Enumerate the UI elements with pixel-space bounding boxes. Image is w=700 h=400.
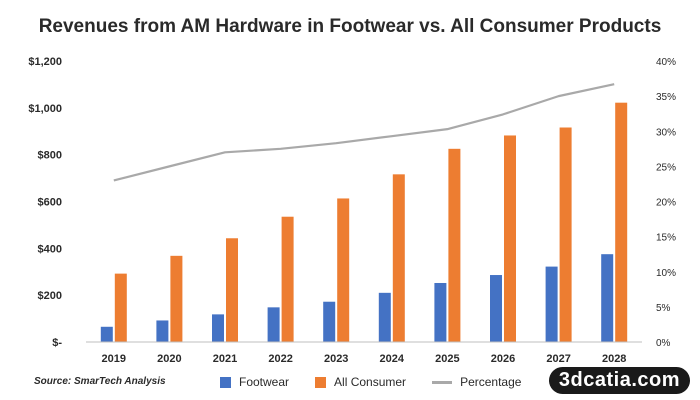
legend-item-percentage: Percentage bbox=[432, 375, 521, 389]
bar-footwear bbox=[212, 314, 224, 342]
bar-all-consumer bbox=[281, 216, 294, 342]
x-tick-label: 2023 bbox=[324, 353, 348, 365]
bar-group bbox=[100, 102, 628, 343]
bar-footwear bbox=[323, 301, 336, 342]
y-right-tick-label: 35% bbox=[656, 92, 676, 103]
x-tick-label: 2019 bbox=[102, 353, 126, 365]
x-tick-label: 2025 bbox=[435, 353, 459, 365]
x-tick-label: 2028 bbox=[602, 353, 626, 365]
y-left-tick-label: $800 bbox=[38, 150, 62, 162]
x-tick-label: 2021 bbox=[213, 353, 237, 365]
y-right-tick-label: 30% bbox=[656, 127, 676, 138]
bar-all-consumer bbox=[226, 238, 238, 342]
x-tick-label: 2024 bbox=[380, 353, 405, 365]
bar-all-consumer bbox=[392, 174, 405, 342]
legend-label-percentage: Percentage bbox=[460, 375, 522, 389]
bar-footwear bbox=[267, 307, 280, 342]
bar-footwear bbox=[434, 282, 447, 342]
bar-footwear bbox=[378, 292, 391, 342]
y-right-tick-label: 5% bbox=[656, 303, 671, 314]
bar-footwear bbox=[545, 266, 558, 342]
chart-title: Revenues from AM Hardware in Footwear vs… bbox=[38, 16, 662, 37]
bar-all-consumer bbox=[337, 198, 350, 342]
y-axis-right: 0% 5% 10% 15% 20% 25% 30% 35% 40% bbox=[656, 57, 676, 349]
y-left-tick-label: $1,000 bbox=[28, 103, 62, 115]
y-left-tick-label: $600 bbox=[38, 197, 62, 209]
y-right-tick-label: 25% bbox=[656, 162, 676, 173]
y-right-tick-label: 15% bbox=[656, 233, 676, 244]
y-right-tick-label: 0% bbox=[656, 338, 671, 349]
bar-all-consumer bbox=[504, 135, 516, 342]
percentage-line-group bbox=[113, 83, 615, 182]
bar-footwear bbox=[100, 326, 113, 342]
legend-swatch-all-consumer bbox=[315, 376, 327, 388]
y-left-tick-label: $1,200 bbox=[28, 56, 62, 68]
x-tick-label: 2020 bbox=[157, 353, 181, 365]
source-note: Source: SmarTech Analysis bbox=[34, 376, 166, 387]
x-tick-label: 2022 bbox=[268, 353, 292, 365]
bar-all-consumer bbox=[448, 148, 461, 342]
y-right-tick-label: 40% bbox=[656, 57, 676, 68]
percentage-line bbox=[113, 83, 615, 182]
y-right-tick-label: 10% bbox=[656, 268, 676, 279]
legend-label-all-consumer: All Consumer bbox=[334, 375, 407, 389]
bar-footwear bbox=[156, 320, 169, 342]
watermark: 3dcatia.com bbox=[548, 367, 690, 394]
y-axis-left: $- $200 $400 $600 $800 $1,000 $1,200 bbox=[28, 56, 62, 349]
x-tick-label: 2026 bbox=[491, 353, 515, 365]
y-right-tick-label: 20% bbox=[656, 198, 676, 209]
legend-swatch-footwear bbox=[220, 376, 231, 388]
y-left-tick-label: $- bbox=[52, 337, 62, 349]
bar-all-consumer bbox=[170, 255, 183, 342]
bar-footwear bbox=[490, 275, 502, 342]
legend-swatch-percentage bbox=[432, 380, 453, 384]
legend-item-footwear: Footwear bbox=[220, 375, 289, 389]
legend-label-footwear: Footwear bbox=[239, 375, 290, 389]
y-left-tick-label: $400 bbox=[38, 243, 62, 255]
y-left-tick-label: $200 bbox=[38, 290, 62, 302]
legend-item-all-consumer: All Consumer bbox=[315, 375, 406, 389]
bar-all-consumer bbox=[114, 273, 127, 342]
bar-all-consumer bbox=[559, 127, 572, 343]
legend: Footwear All Consumer Percentage bbox=[220, 375, 547, 389]
bar-all-consumer bbox=[615, 102, 628, 342]
bar-footwear bbox=[601, 254, 614, 342]
x-axis: 2019 2020 2021 2022 2023 2024 2025 2026 2027 2028 bbox=[86, 341, 642, 365]
x-tick-label: 2027 bbox=[546, 353, 570, 365]
